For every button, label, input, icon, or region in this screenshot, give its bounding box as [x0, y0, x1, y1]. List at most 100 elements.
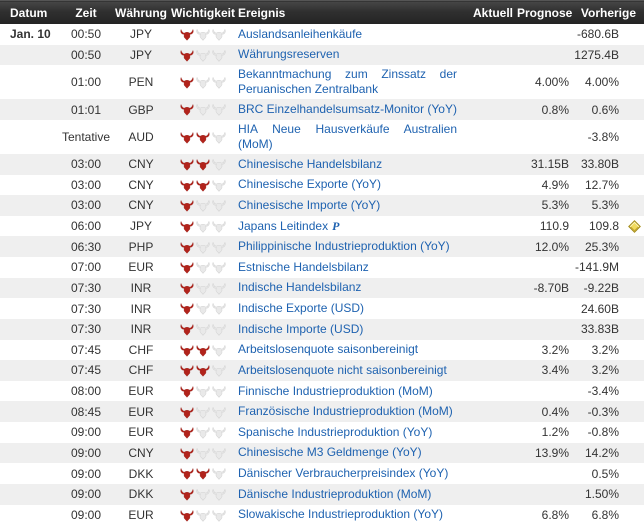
- alert-cell: [624, 65, 644, 99]
- vorherige-cell: -0.3%: [574, 401, 624, 422]
- event-cell: Finnische Industrieproduktion (MoM): [238, 381, 463, 402]
- event-cell: Chinesische M3 Geldmenge (YoY): [238, 443, 463, 464]
- bull-importance-icon-active: [196, 468, 210, 480]
- event-link[interactable]: Währungsreserven: [238, 47, 343, 61]
- table-row: 09:00 DKK Dänische Industrieproduktion (…: [0, 484, 644, 505]
- currency-cell: INR: [114, 298, 168, 319]
- table-row: 03:00 CNY Chinesische Handelsbilanz 31.1…: [0, 154, 644, 175]
- aktuell-cell: [463, 484, 517, 505]
- aktuell-cell: [463, 195, 517, 216]
- event-link[interactable]: Arbeitslosenquote saisonbereinigt: [238, 342, 422, 356]
- event-cell: Slowakische Industrieproduktion (YoY): [238, 505, 463, 525]
- event-link[interactable]: Chinesische Handelsbilanz: [238, 157, 386, 171]
- prognose-cell: 0.8%: [517, 99, 574, 120]
- importance-cell: [168, 298, 238, 319]
- event-link[interactable]: Chinesische Exporte (YoY): [238, 177, 385, 191]
- currency-cell: DKK: [114, 463, 168, 484]
- time-cell: 00:50: [58, 45, 114, 66]
- prognose-cell: [517, 120, 574, 154]
- vorherige-cell: 0.6%: [574, 99, 624, 120]
- event-link[interactable]: Finnische Industrieproduktion (MoM): [238, 384, 437, 398]
- prognose-cell: 5.3%: [517, 195, 574, 216]
- event-link[interactable]: Spanische Industrieproduktion (YoY): [238, 425, 436, 439]
- event-link[interactable]: Slowakische Industrieproduktion (YoY): [238, 507, 447, 521]
- event-link[interactable]: BRC Einzelhandelsumsatz-Monitor (YoY): [238, 102, 461, 116]
- event-link[interactable]: Französische Industrieproduktion (MoM): [238, 404, 457, 418]
- vorherige-cell: -3.8%: [574, 120, 624, 154]
- currency-cell: CNY: [114, 175, 168, 196]
- alert-cell: [624, 319, 644, 340]
- alert-cell: [624, 175, 644, 196]
- prognose-cell: -8.70B: [517, 278, 574, 299]
- alert-cell: [624, 257, 644, 278]
- date-cell: [0, 484, 58, 505]
- event-cell: Dänischer Verbraucherpreisindex (YoY): [238, 463, 463, 484]
- event-link[interactable]: HIA Neue Hausverkäufe Australien (MoM): [238, 122, 457, 151]
- event-link[interactable]: Dänischer Verbraucherpreisindex (YoY): [238, 466, 452, 480]
- table-row: Tentative AUD HIA Neue Hausverkäufe Aust…: [0, 120, 644, 154]
- importance-cell: [168, 422, 238, 443]
- date-cell: [0, 298, 58, 319]
- alert-cell: [624, 216, 644, 237]
- vorherige-cell: 6.8%: [574, 505, 624, 525]
- vorherige-cell: 14.2%: [574, 443, 624, 464]
- event-link[interactable]: Dänische Industrieproduktion (MoM): [238, 487, 435, 501]
- event-link[interactable]: Arbeitslosenquote nicht saisonbereinigt: [238, 363, 451, 377]
- prognose-cell: [517, 24, 574, 45]
- prognose-cell: [517, 484, 574, 505]
- bull-importance-icon-inactive: [196, 407, 210, 419]
- bull-importance-icon-active: [180, 386, 194, 398]
- table-row: 09:00 EUR Spanische Industrieproduktion …: [0, 422, 644, 443]
- currency-cell: CHF: [114, 340, 168, 361]
- prognose-cell: 110.9: [517, 216, 574, 237]
- alert-cell: [624, 422, 644, 443]
- event-link[interactable]: Chinesische Importe (YoY): [238, 198, 384, 212]
- date-cell: Jan. 10: [0, 24, 58, 45]
- event-link[interactable]: Auslandsanleihenkäufe: [238, 27, 366, 41]
- bull-importance-icon-inactive: [212, 510, 226, 522]
- bull-importance-icon-active: [180, 427, 194, 439]
- event-label: Chinesische Importe (YoY): [238, 198, 380, 212]
- header-datum: Datum: [0, 1, 58, 25]
- time-cell: Tentative: [58, 120, 114, 154]
- table-row: 03:00 CNY Chinesische Exporte (YoY) 4.9%…: [0, 175, 644, 196]
- date-cell: [0, 120, 58, 154]
- time-cell: 01:01: [58, 99, 114, 120]
- time-cell: 03:00: [58, 175, 114, 196]
- currency-cell: CNY: [114, 443, 168, 464]
- event-cell: Französische Industrieproduktion (MoM): [238, 401, 463, 422]
- event-link[interactable]: Estnische Handelsbilanz: [238, 260, 373, 274]
- event-cell: Auslandsanleihenkäufe: [238, 24, 463, 45]
- importance-cell: [168, 484, 238, 505]
- event-link[interactable]: Indische Handelsbilanz: [238, 280, 365, 294]
- date-cell: [0, 443, 58, 464]
- bull-importance-icon-active: [180, 283, 194, 295]
- date-cell: [0, 360, 58, 381]
- bull-importance-icon-active: [180, 180, 194, 192]
- currency-cell: INR: [114, 319, 168, 340]
- time-cell: 07:45: [58, 340, 114, 361]
- event-link[interactable]: Philippinische Industrieproduktion (YoY): [238, 239, 454, 253]
- bull-importance-icon-inactive: [212, 303, 226, 315]
- vorherige-cell: -9.22B: [574, 278, 624, 299]
- importance-cell: [168, 360, 238, 381]
- bull-importance-icon-inactive: [212, 180, 226, 192]
- event-link[interactable]: Indische Exporte (USD): [238, 301, 368, 315]
- table-row: 01:01 GBP BRC Einzelhandelsumsatz-Monito…: [0, 99, 644, 120]
- bull-importance-icon-inactive: [196, 510, 210, 522]
- event-link[interactable]: Chinesische M3 Geldmenge (YoY): [238, 445, 426, 459]
- currency-cell: DKK: [114, 484, 168, 505]
- bull-importance-icon-inactive: [212, 50, 226, 62]
- alert-cell: [624, 278, 644, 299]
- time-cell: 07:00: [58, 257, 114, 278]
- event-link[interactable]: Indische Importe (USD): [238, 322, 367, 336]
- event-link[interactable]: Bekanntmachung zum Zinssatz der Peruanis…: [238, 67, 457, 96]
- event-label: Chinesische M3 Geldmenge (YoY): [238, 445, 422, 459]
- alert-cell: [624, 24, 644, 45]
- bull-importance-icon-inactive: [212, 221, 226, 233]
- event-label: Französische Industrieproduktion (MoM): [238, 404, 453, 418]
- importance-bulls: [180, 324, 226, 336]
- event-cell: Indische Handelsbilanz: [238, 278, 463, 299]
- currency-cell: CNY: [114, 195, 168, 216]
